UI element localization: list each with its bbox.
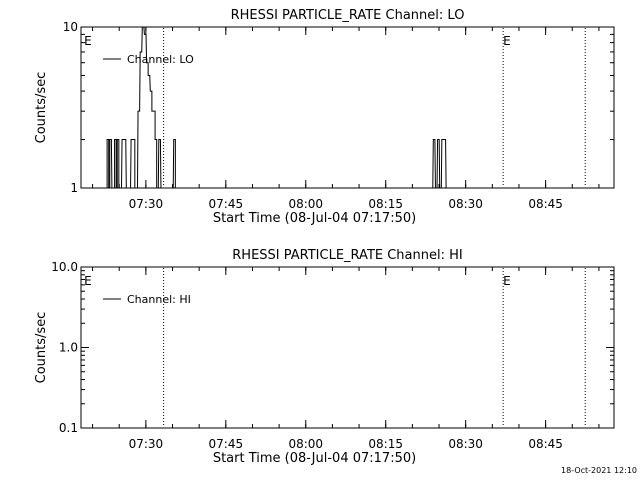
x-tick-label: 08:30	[448, 197, 483, 211]
legend-label: Channel: HI	[127, 293, 191, 306]
chart-panel-1: RHESSI PARTICLE_RATE Channel: LO 07:30 07:…	[34, 8, 615, 226]
y-tick-label: 10	[63, 20, 78, 34]
y-tick-label: 1	[70, 181, 78, 195]
series-line	[104, 26, 450, 189]
y-tick-label: 0.1	[59, 421, 78, 435]
y-axis-label: Counts/sec	[34, 72, 49, 144]
x-axis-label: Start Time (08-Jul-04 07:17:50)	[213, 211, 416, 226]
x-tick-label: 08:45	[528, 197, 563, 211]
x-tick-label: 07:45	[209, 197, 244, 211]
x-axis-label: Start Time (08-Jul-04 07:17:50)	[213, 451, 416, 466]
event-label: E	[84, 34, 92, 48]
x-tick-label: 07:30	[129, 437, 164, 451]
y-tick-label: 10.0	[51, 260, 78, 274]
x-tick-label: 07:45	[209, 437, 244, 451]
x-tick-label: 08:15	[368, 197, 403, 211]
plot-frame	[80, 266, 615, 429]
event-label: E	[503, 274, 511, 288]
legend: Channel: LO	[103, 53, 194, 66]
x-tick-label: 08:00	[288, 437, 323, 451]
chart-panel-2: RHESSI PARTICLE_RATE Channel: HI 07:30 07:…	[34, 248, 615, 466]
footer-timestamp: 18-Oct-2021 12:10	[561, 466, 637, 475]
x-tick-label: 08:15	[368, 437, 403, 451]
legend: Channel: HI	[103, 293, 191, 306]
plot-frame	[80, 26, 615, 189]
chart-title: RHESSI PARTICLE_RATE Channel: HI	[232, 248, 462, 263]
legend-label: Channel: LO	[127, 53, 194, 66]
x-tick-label: 08:30	[448, 437, 483, 451]
chart-title: RHESSI PARTICLE_RATE Channel: LO	[231, 8, 465, 23]
x-tick-label: 08:45	[528, 437, 563, 451]
x-tick-label: 08:00	[288, 197, 323, 211]
y-axis-label: Counts/sec	[34, 312, 49, 384]
event-label: E	[84, 274, 92, 288]
y-tick-label: 1.0	[59, 341, 78, 355]
x-tick-label: 07:30	[129, 197, 164, 211]
event-label: E	[503, 34, 511, 48]
